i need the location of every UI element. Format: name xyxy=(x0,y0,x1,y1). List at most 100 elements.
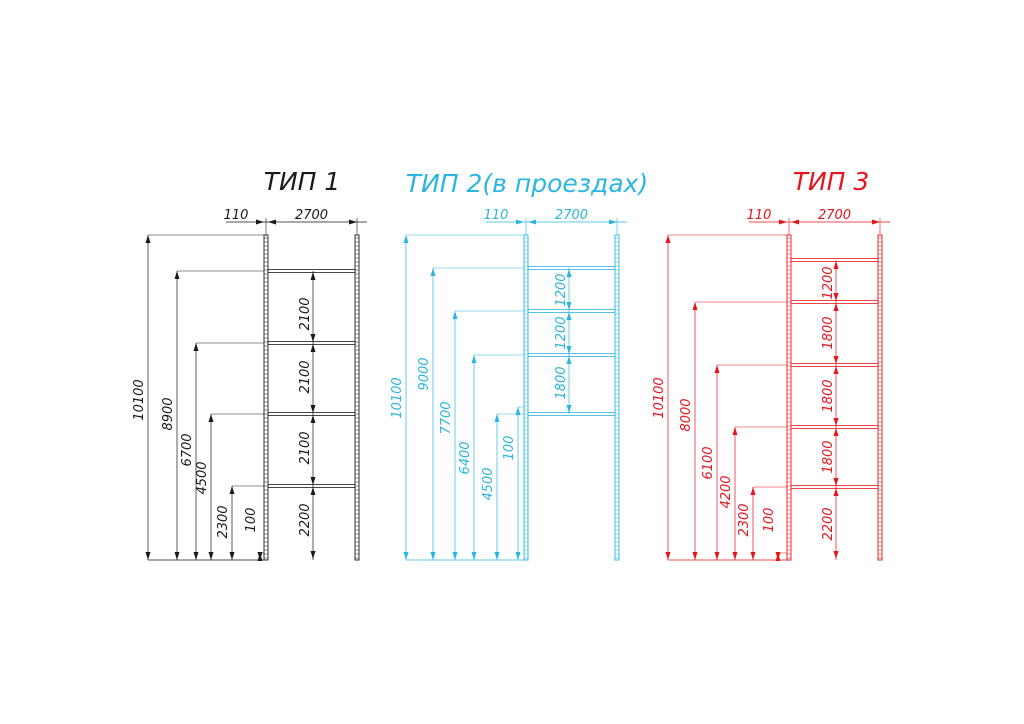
arrowhead xyxy=(310,415,316,423)
type2-span-height-label: 1800 xyxy=(554,366,569,399)
type3-level-height-label: 8000 xyxy=(679,398,694,431)
arrowhead xyxy=(833,488,839,496)
arrowhead xyxy=(208,552,214,560)
arrowhead xyxy=(833,478,839,486)
upright-post xyxy=(786,234,792,561)
type3-bay-width-label: 2700 xyxy=(818,208,851,223)
arrowhead xyxy=(791,219,799,225)
upright-post xyxy=(354,234,360,561)
arrowhead xyxy=(310,487,316,495)
arrowhead xyxy=(833,356,839,364)
arrowhead xyxy=(145,552,151,560)
beam xyxy=(527,266,616,270)
type1-span-height-label: 2100 xyxy=(298,360,313,393)
arrowhead xyxy=(229,486,235,494)
type2-post-width-label: 110 xyxy=(484,208,509,223)
arrowhead xyxy=(515,407,521,415)
arrowhead xyxy=(833,366,839,374)
beam xyxy=(527,353,616,357)
arrowhead xyxy=(430,552,436,560)
type2-span-height-label: 1200 xyxy=(554,273,569,306)
type1-bay-width-label: 2700 xyxy=(295,208,328,223)
arrowhead xyxy=(193,552,199,560)
arrowhead xyxy=(256,219,264,225)
type3-level-height-label: 6100 xyxy=(701,446,716,479)
arrowhead xyxy=(430,268,436,276)
type3-span-height-label: 1800 xyxy=(821,316,836,349)
type3-span-height-label: 2200 xyxy=(821,507,836,540)
arrowhead xyxy=(775,552,781,560)
arrowhead xyxy=(566,356,572,364)
type2-level-height-label: 10100 xyxy=(390,377,405,418)
arrowhead xyxy=(310,334,316,342)
arrowhead xyxy=(471,552,477,560)
arrowhead xyxy=(833,418,839,426)
type1-level-height-label: 10100 xyxy=(132,379,147,420)
type1-level-height-label: 2300 xyxy=(216,505,231,538)
type1-level-height-label: 4500 xyxy=(195,461,210,494)
arrowhead xyxy=(471,355,477,363)
type2-level-height-label: 7700 xyxy=(439,401,454,434)
arrowhead xyxy=(257,552,263,560)
arrowhead xyxy=(349,219,357,225)
type1-span-height-label: 2100 xyxy=(298,297,313,330)
type2-level-height-label: 6400 xyxy=(458,441,473,474)
beam xyxy=(790,485,879,489)
arrowhead xyxy=(268,219,276,225)
arrowhead xyxy=(833,551,839,559)
arrowhead xyxy=(494,414,500,422)
beam xyxy=(267,484,356,488)
arrowhead xyxy=(193,343,199,351)
arrowhead xyxy=(452,552,458,560)
type3-level-height-label: 100 xyxy=(762,508,777,533)
upright-post xyxy=(877,234,883,561)
arrowhead xyxy=(310,272,316,280)
arrowhead xyxy=(452,311,458,319)
type3-span-height-label: 1800 xyxy=(821,440,836,473)
arrowhead xyxy=(403,552,409,560)
arrowhead xyxy=(403,235,409,243)
arrowhead xyxy=(208,414,214,422)
arrowhead xyxy=(609,219,617,225)
arrowhead xyxy=(566,346,572,354)
type1-level-height-label: 8900 xyxy=(161,397,176,430)
arrowhead xyxy=(750,552,756,560)
type1-span-height-label: 2100 xyxy=(298,431,313,464)
type1-post-width-label: 110 xyxy=(224,208,249,223)
type2-bay-width-label: 2700 xyxy=(555,208,588,223)
beam xyxy=(790,258,879,262)
arrowhead xyxy=(750,487,756,495)
arrowhead xyxy=(310,405,316,413)
arrowhead xyxy=(174,271,180,279)
arrowhead xyxy=(566,269,572,277)
arrowhead xyxy=(310,551,316,559)
type2-level-height-label: 4500 xyxy=(481,467,496,500)
beam xyxy=(267,341,356,345)
beam xyxy=(790,300,879,304)
arrowhead xyxy=(665,552,671,560)
type3-title: ТИП 3 xyxy=(793,167,870,196)
type2-span-height-label: 1200 xyxy=(554,316,569,349)
arrowhead xyxy=(566,312,572,320)
arrowhead xyxy=(494,552,500,560)
arrowhead xyxy=(174,552,180,560)
arrowhead xyxy=(665,235,671,243)
type3-span-height-label: 1800 xyxy=(821,379,836,412)
arrowhead xyxy=(833,293,839,301)
arrowhead xyxy=(833,303,839,311)
type3-level-height-label: 4200 xyxy=(719,475,734,508)
arrowhead xyxy=(229,552,235,560)
type3-span-height-label: 1200 xyxy=(821,266,836,299)
type1-level-height-label: 6700 xyxy=(180,433,195,466)
arrowhead xyxy=(714,365,720,373)
arrowhead xyxy=(732,427,738,435)
arrowhead xyxy=(692,552,698,560)
beam xyxy=(527,412,616,416)
upright-post xyxy=(614,234,620,561)
arrowhead xyxy=(516,219,524,225)
arrowhead xyxy=(692,302,698,310)
arrowhead xyxy=(310,344,316,352)
